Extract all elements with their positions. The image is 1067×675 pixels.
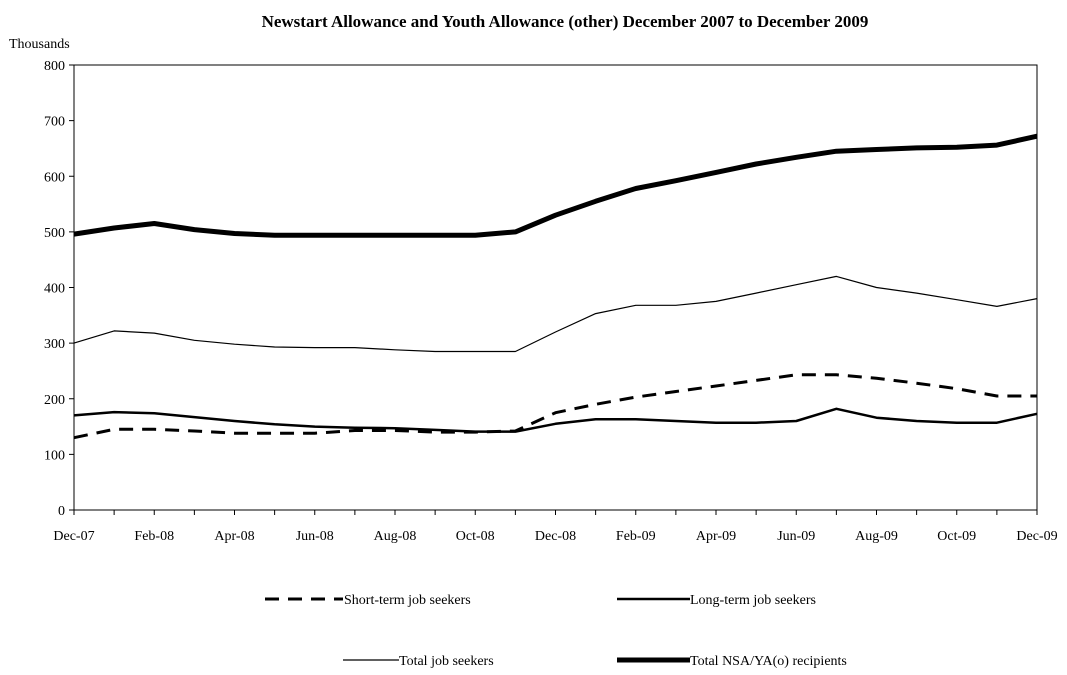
y-tick-label: 800 xyxy=(44,59,65,74)
series-line-3 xyxy=(73,275,1038,353)
legend: Short-term job seekers Long-term job seek… xyxy=(265,593,847,669)
x-tick-label: Jun-09 xyxy=(777,529,815,544)
axes: 0 100 200 300 400 500 600 700 800 Dec-07 Feb-08 Apr… xyxy=(44,59,1058,544)
x-tick-label: Feb-08 xyxy=(134,529,174,544)
y-tick-label: 600 xyxy=(44,170,65,185)
series-line-1 xyxy=(73,373,1037,440)
legend-label-1: Short-term job seekers xyxy=(344,593,471,608)
x-tick-label: Dec-09 xyxy=(1016,529,1057,544)
x-tick-label: Aug-08 xyxy=(374,529,417,544)
x-tick-label: Oct-09 xyxy=(937,529,976,544)
y-tick-label: 300 xyxy=(44,337,65,352)
y-unit-label: Thousands xyxy=(9,37,70,52)
legend-label-3: Total job seekers xyxy=(399,654,494,669)
x-tick-label: Dec-08 xyxy=(535,529,576,544)
x-tick-label: Aug-09 xyxy=(855,529,898,544)
x-tick-label: Dec-07 xyxy=(53,529,94,544)
legend-label-4: Total NSA/YA(o) recipients xyxy=(690,654,847,669)
y-tick-label: 200 xyxy=(44,393,65,408)
x-tick-label: Jun-08 xyxy=(296,529,334,544)
x-tick-label: Feb-09 xyxy=(616,529,656,544)
x-tick-label: Apr-09 xyxy=(696,529,736,544)
chart-title: Newstart Allowance and Youth Allowance (… xyxy=(262,12,869,31)
series-layer xyxy=(73,133,1038,440)
x-tick-label: Oct-08 xyxy=(456,529,495,544)
plot-area-border xyxy=(73,64,1038,511)
y-tick-label: 100 xyxy=(44,448,65,463)
series-line-4 xyxy=(73,133,1038,238)
y-tick-label: 400 xyxy=(44,282,65,297)
y-tick-label: 700 xyxy=(44,115,65,130)
y-tick-label: 500 xyxy=(44,226,65,241)
legend-label-2: Long-term job seekers xyxy=(690,593,816,608)
x-tick-label: Apr-08 xyxy=(214,529,254,544)
y-tick-label: 0 xyxy=(58,504,65,519)
series-line-2 xyxy=(73,407,1038,433)
